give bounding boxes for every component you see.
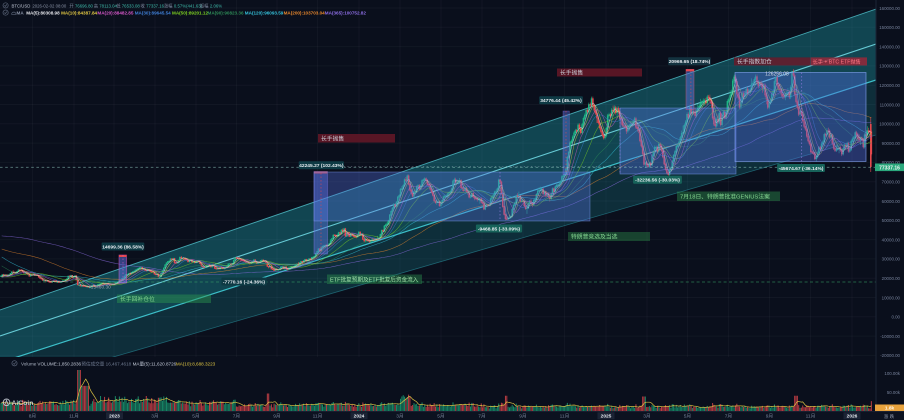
svg-text:-45674.67 (-36.14%): -45674.67 (-36.14%) bbox=[779, 166, 824, 172]
svg-text:MA(10):8,688.3223: MA(10):8,688.3223 bbox=[176, 361, 216, 366]
svg-text:60000.00: 60000.00 bbox=[882, 199, 901, 204]
svg-text:3月: 3月 bbox=[643, 414, 650, 420]
svg-text:预估成交量 16,467.4618: 预估成交量 16,467.4618 bbox=[81, 360, 131, 367]
svg-text:34776.44 (45.42%): 34776.44 (45.42%) bbox=[540, 98, 582, 104]
svg-text:5月: 5月 bbox=[437, 414, 444, 420]
svg-text:2.06%: 2.06% bbox=[210, 3, 222, 8]
svg-text:MA(50):89201.12: MA(50):89201.12 bbox=[172, 11, 208, 16]
svg-text:MA(120):96093.59: MA(120):96093.59 bbox=[245, 11, 284, 16]
svg-text:160000.00: 160000.00 bbox=[879, 6, 900, 11]
svg-text:2026-02-02 08:00: 2026-02-02 08:00 bbox=[32, 3, 67, 8]
svg-text:MA(365):100752.82: MA(365):100752.82 bbox=[325, 11, 367, 16]
svg-text:低: 低 bbox=[116, 2, 121, 9]
svg-text:+15460.30: +15460.30 bbox=[88, 285, 111, 291]
svg-text:11月: 11月 bbox=[806, 414, 816, 420]
svg-text:14699.36 (86.58%): 14699.36 (86.58%) bbox=[102, 244, 144, 250]
svg-text:长手抛售: 长手抛售 bbox=[321, 134, 344, 142]
svg-text:10000.00: 10000.00 bbox=[882, 295, 901, 300]
svg-text:20969.65 (18.74%): 20969.65 (18.74%) bbox=[669, 59, 711, 65]
svg-text:30000.00: 30000.00 bbox=[882, 257, 901, 262]
svg-text:11月: 11月 bbox=[313, 414, 323, 420]
svg-text:MA(200):103703.04: MA(200):103703.04 bbox=[284, 11, 326, 16]
svg-text:收: 收 bbox=[141, 2, 146, 9]
svg-text:7月: 7月 bbox=[478, 414, 485, 420]
svg-text:50.00k: 50.00k bbox=[887, 390, 901, 395]
svg-text:涨 跌: 涨 跌 bbox=[884, 413, 895, 420]
svg-text:5月: 5月 bbox=[192, 414, 199, 420]
svg-text:-9468.85 (-33.09%): -9468.85 (-33.09%) bbox=[478, 226, 521, 232]
svg-text:MA(20):88482.85: MA(20):88482.85 bbox=[97, 11, 133, 16]
svg-text:0.00: 0.00 bbox=[891, 315, 900, 320]
svg-text:5月: 5月 bbox=[684, 414, 691, 420]
svg-text:MA: MA bbox=[17, 11, 25, 16]
svg-text:-10000.00: -10000.00 bbox=[880, 334, 900, 339]
svg-text:42245.27 (102.43%): 42245.27 (102.43%) bbox=[299, 163, 344, 169]
svg-text:-32236.56 (-30.03%): -32236.56 (-30.03%) bbox=[635, 178, 680, 184]
svg-text:0.57%(441.63): 0.57%(441.63) bbox=[174, 3, 203, 8]
svg-text:MA量(5):11,620.8726: MA量(5):11,620.8726 bbox=[133, 360, 177, 367]
svg-text:70000.00: 70000.00 bbox=[882, 180, 901, 185]
svg-text:76696.80: 76696.80 bbox=[75, 3, 94, 8]
svg-text:2023: 2023 bbox=[109, 414, 120, 420]
svg-text:高: 高 bbox=[94, 2, 99, 9]
svg-text:1.8k: 1.8k bbox=[885, 406, 895, 412]
svg-text:50000.00: 50000.00 bbox=[882, 218, 901, 223]
svg-text:76533.08: 76533.08 bbox=[122, 3, 141, 8]
svg-text:-20000.00: -20000.00 bbox=[880, 353, 900, 358]
svg-text:11月: 11月 bbox=[69, 414, 79, 420]
svg-text:9月: 9月 bbox=[519, 414, 526, 420]
svg-text:开: 开 bbox=[69, 3, 74, 9]
svg-text:2024: 2024 bbox=[354, 414, 365, 420]
svg-text:40000.00: 40000.00 bbox=[882, 237, 901, 242]
svg-text:150000.00: 150000.00 bbox=[879, 25, 900, 30]
svg-text:7月: 7月 bbox=[233, 414, 240, 420]
svg-text:120000.00: 120000.00 bbox=[879, 83, 900, 88]
svg-text:77337.16: 77337.16 bbox=[146, 3, 165, 8]
svg-text:VOLUME:1,850.2836: VOLUME:1,850.2836 bbox=[37, 361, 81, 366]
svg-text:BTC/USD: BTC/USD bbox=[12, 3, 31, 8]
svg-text:11月: 11月 bbox=[560, 414, 570, 420]
svg-text:长手指数加仓: 长手指数加仓 bbox=[737, 58, 772, 66]
svg-text:MA(90):90823.36: MA(90):90823.36 bbox=[208, 11, 244, 16]
svg-text:长手抛售: 长手抛售 bbox=[560, 69, 583, 77]
svg-text:ETF批复预期及ETF批复后资金流入: ETF批复预期及ETF批复后资金流入 bbox=[330, 275, 419, 283]
svg-text:Volume: Volume bbox=[21, 361, 37, 366]
svg-text:9月: 9月 bbox=[766, 414, 773, 420]
svg-text:100.00k: 100.00k bbox=[884, 371, 900, 376]
svg-text:77337.16: 77337.16 bbox=[879, 165, 900, 171]
svg-text:8月: 8月 bbox=[29, 414, 36, 420]
svg-text:78113.04: 78113.04 bbox=[99, 3, 117, 8]
svg-text:2026: 2026 bbox=[847, 414, 858, 420]
svg-text:MA(5):80308.98: MA(5):80308.98 bbox=[26, 11, 60, 16]
svg-text:130000.00: 130000.00 bbox=[879, 64, 900, 69]
svg-text:-7770.16 (-24.36%): -7770.16 (-24.36%) bbox=[223, 279, 266, 285]
svg-text:MA(10):84387.84: MA(10):84387.84 bbox=[61, 11, 97, 16]
svg-text:110000.00: 110000.00 bbox=[880, 102, 901, 107]
svg-text:长手 + BTC ETF抛售: 长手 + BTC ETF抛售 bbox=[813, 58, 861, 66]
svg-text:MA(30):89645.54: MA(30):89645.54 bbox=[135, 11, 171, 16]
svg-text:100000.00: 100000.00 bbox=[879, 122, 900, 127]
svg-text:3月: 3月 bbox=[396, 414, 403, 420]
svg-text:涨幅: 涨幅 bbox=[164, 2, 173, 9]
svg-text:140000.00: 140000.00 bbox=[879, 44, 900, 49]
svg-text:7月: 7月 bbox=[725, 414, 732, 420]
svg-text:90000.00: 90000.00 bbox=[882, 141, 901, 146]
svg-text:长手回补仓位: 长手回补仓位 bbox=[120, 295, 155, 303]
svg-text:振幅: 振幅 bbox=[200, 2, 209, 9]
svg-text:80000.00: 80000.00 bbox=[882, 160, 901, 165]
svg-text:7月18日、特朗普批准GENIUS法案: 7月18日、特朗普批准GENIUS法案 bbox=[680, 192, 770, 200]
svg-text:20000.00: 20000.00 bbox=[882, 276, 901, 281]
svg-text:3月: 3月 bbox=[151, 414, 158, 420]
svg-text:AiCoin: AiCoin bbox=[12, 400, 34, 407]
svg-text:9月: 9月 bbox=[273, 414, 280, 420]
svg-text:126256.08: 126256.08 bbox=[765, 71, 789, 77]
svg-text:特朗普竞选及当选: 特朗普竞选及当选 bbox=[571, 233, 618, 241]
svg-text:2025: 2025 bbox=[601, 414, 612, 420]
